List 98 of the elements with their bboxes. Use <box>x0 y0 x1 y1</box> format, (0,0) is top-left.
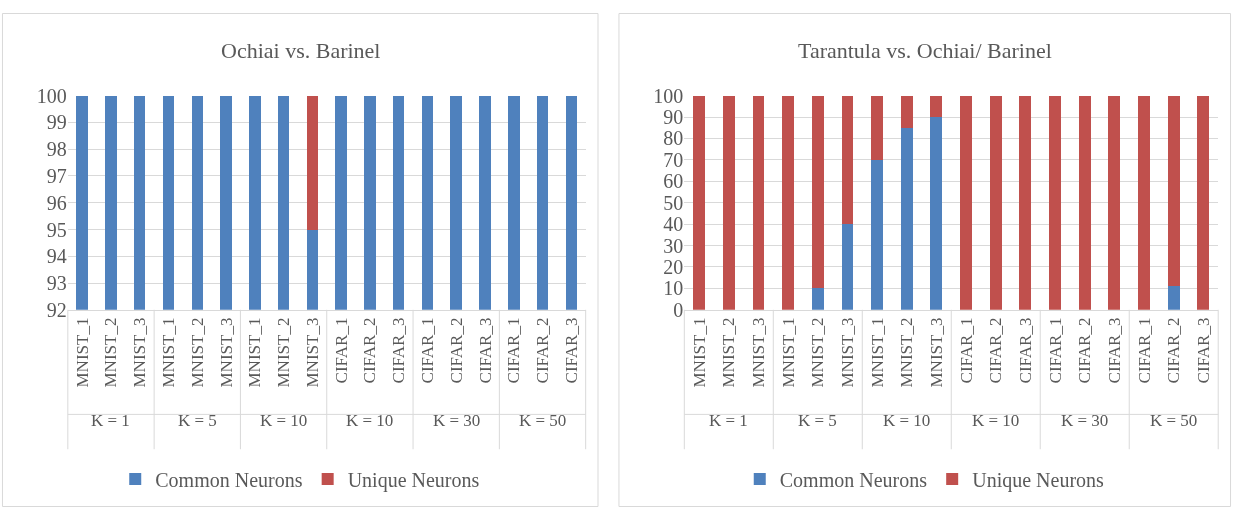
x-tick-label: MNIST_2 <box>187 317 207 388</box>
y-tick-label: 0 <box>673 298 684 321</box>
x-tick-label: MNIST_2 <box>719 317 739 388</box>
text: K = 10 <box>260 411 308 430</box>
bar <box>841 95 854 225</box>
y-tick-label: 70 <box>663 148 684 171</box>
x-tick-label: MNIST_1 <box>245 317 265 388</box>
x-tick-label: MNIST_2 <box>897 317 917 388</box>
text: K = 10 <box>972 411 1020 430</box>
y-tick-label: 92 <box>46 298 67 321</box>
bar <box>930 95 943 118</box>
y-tick-label: 93 <box>46 272 67 295</box>
text: K = 10 <box>346 411 394 430</box>
x-tick-label: CIFAR_2 <box>446 317 466 384</box>
y-tick-label: 60 <box>663 170 684 193</box>
x-tick-label: MNIST_2 <box>808 317 828 388</box>
y-tick-label: 30 <box>663 234 684 257</box>
text: K = 30 <box>433 411 481 430</box>
x-tick-label: MNIST_3 <box>837 317 857 388</box>
text: K = 1 <box>91 411 130 430</box>
bar <box>930 117 943 310</box>
x-tick-label: MNIST_3 <box>302 317 322 388</box>
x-tick-label: CIFAR_1 <box>956 317 976 384</box>
y-tick-label: 90 <box>663 106 684 129</box>
x-tick-label: MNIST_3 <box>216 317 236 388</box>
x-tick-label: CIFAR_1 <box>331 317 351 384</box>
x-tick-label: CIFAR_2 <box>1164 317 1184 384</box>
text: K = 50 <box>519 411 567 430</box>
text: K = 10 <box>883 411 931 430</box>
text: K = 5 <box>798 411 837 430</box>
bar <box>960 95 973 310</box>
x-tick-label: MNIST_3 <box>926 317 946 388</box>
bar <box>1197 95 1210 310</box>
y-tick-label: 10 <box>663 277 684 300</box>
bar <box>1138 95 1150 310</box>
x-tick-label: MNIST_1 <box>778 317 798 388</box>
bar <box>1078 95 1091 310</box>
bar <box>811 95 824 289</box>
bar <box>1049 95 1062 310</box>
bar <box>752 95 765 310</box>
x-tick-label: CIFAR_3 <box>561 317 581 384</box>
x-tick-label: MNIST_3 <box>748 317 768 388</box>
y-tick-label: 40 <box>663 213 684 236</box>
text: K = 5 <box>178 411 217 430</box>
x-tick-label: CIFAR_2 <box>986 317 1006 384</box>
bar <box>1108 95 1121 310</box>
x-tick-label: MNIST_1 <box>159 317 179 388</box>
x-tick-label: MNIST_1 <box>867 317 887 388</box>
legend-label: Common Neurons <box>155 468 303 491</box>
x-tick-label: MNIST_1 <box>689 317 709 388</box>
chart-title: Tarantula vs. Ochiai/ Barinel <box>798 38 1052 63</box>
x-tick-label: CIFAR_2 <box>1075 317 1095 384</box>
y-tick-label: 99 <box>46 111 67 134</box>
x-tick-label: CIFAR_3 <box>1193 317 1213 384</box>
legend-label: Unique Neurons <box>972 468 1105 492</box>
y-tick-label: 50 <box>663 191 684 214</box>
y-tick-label: 97 <box>46 164 67 187</box>
text: K = 1 <box>709 411 748 430</box>
x-tick-label: CIFAR_2 <box>360 317 380 384</box>
x-tick-label: MNIST_3 <box>130 317 150 388</box>
bar <box>871 95 884 160</box>
x-tick-label: CIFAR_1 <box>417 317 437 384</box>
text: K = 50 <box>1150 411 1198 430</box>
bar <box>693 95 706 310</box>
x-tick-label: CIFAR_3 <box>475 317 495 384</box>
bar <box>900 127 913 310</box>
y-tick-label: 96 <box>46 191 67 214</box>
x-tick-label: MNIST_2 <box>274 317 294 388</box>
bar <box>900 95 913 128</box>
x-tick-label: CIFAR_1 <box>1134 317 1154 384</box>
x-tick-label: MNIST_2 <box>101 317 121 388</box>
text: K = 30 <box>1061 411 1109 430</box>
bar <box>989 95 1002 310</box>
y-tick-label: 95 <box>46 218 67 241</box>
y-tick-label: 100 <box>36 84 67 107</box>
y-tick-label: 94 <box>46 245 67 268</box>
x-tick-label: MNIST_1 <box>72 317 92 388</box>
y-tick-label: 100 <box>653 84 684 107</box>
bar <box>1167 286 1180 310</box>
bar <box>722 95 735 310</box>
x-tick-label: CIFAR_1 <box>1045 317 1065 384</box>
bar <box>1167 95 1180 287</box>
chart-title: Ochiai vs. Barinel <box>221 38 381 63</box>
x-tick-label: CIFAR_3 <box>1015 317 1035 384</box>
bar <box>1019 95 1032 310</box>
x-tick-label: CIFAR_3 <box>1104 317 1124 384</box>
y-tick-label: 80 <box>663 127 684 150</box>
legend-label: Common Neurons <box>779 468 928 491</box>
bar <box>782 95 795 310</box>
y-tick-label: 20 <box>663 255 684 278</box>
x-tick-label: CIFAR_1 <box>504 317 524 384</box>
y-tick-label: 98 <box>46 138 67 161</box>
x-tick-label: CIFAR_2 <box>533 317 553 384</box>
bar <box>841 224 854 310</box>
bar <box>811 288 824 310</box>
x-tick-label: CIFAR_3 <box>389 317 409 384</box>
bar <box>871 159 884 310</box>
legend-label: Unique Neurons <box>347 468 480 492</box>
